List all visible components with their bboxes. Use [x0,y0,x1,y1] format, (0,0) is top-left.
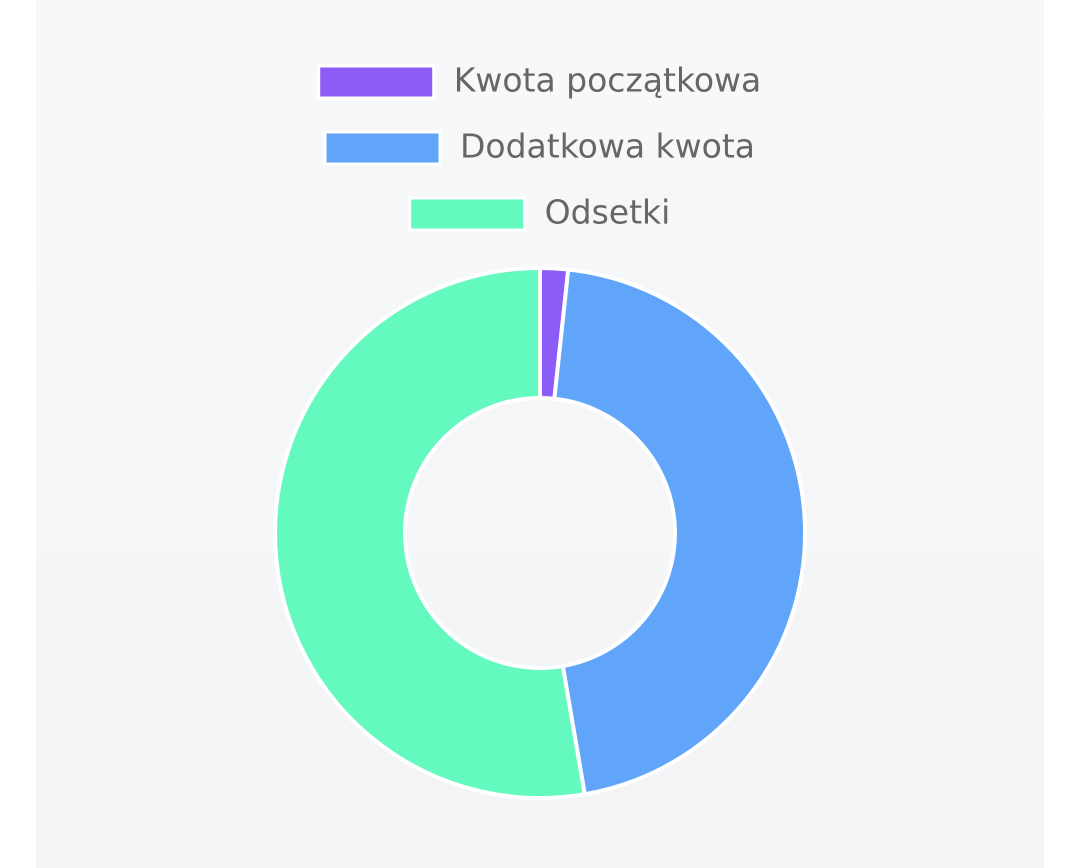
legend-swatch [317,64,436,100]
legend-swatch [408,196,527,232]
slice [552,267,807,797]
legend-label: Kwota początkowa [454,61,762,100]
legend-label: Dodatkowa kwota [460,127,755,166]
slice [273,266,587,800]
legend-swatch [323,130,442,166]
legend-label: Odsetki [545,193,671,232]
